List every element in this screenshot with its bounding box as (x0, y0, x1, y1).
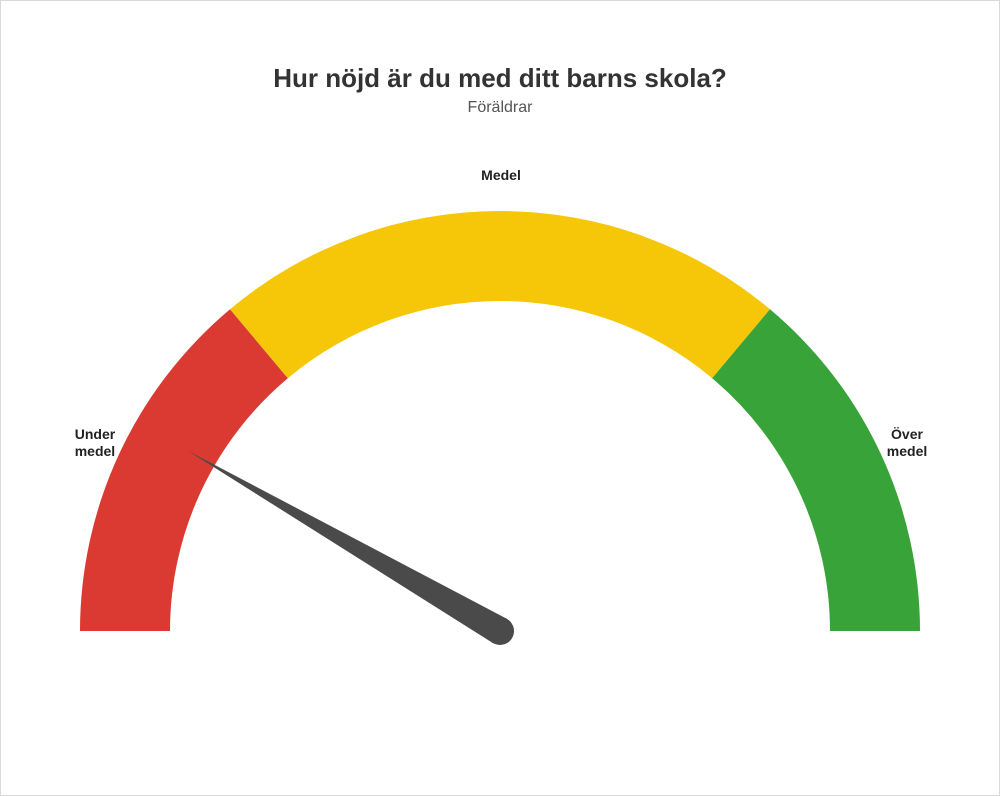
gauge-segment-over-medel (712, 309, 920, 631)
gauge-needle-hub (486, 617, 514, 645)
gauge-segment-under-medel (80, 309, 288, 631)
gauge-segment-medel (230, 211, 770, 378)
gauge-chart (50, 181, 950, 666)
chart-title: Hur nöjd är du med ditt barns skola? (1, 63, 999, 94)
chart-frame: Hur nöjd är du med ditt barns skola? För… (0, 0, 1000, 796)
chart-subtitle: Föräldrar (1, 99, 999, 117)
gauge-label-under-medel: Under medel (55, 426, 135, 461)
gauge-needle (188, 451, 507, 643)
gauge-svg (50, 181, 950, 661)
gauge-label-medel: Medel (461, 167, 541, 185)
gauge-label-over-medel: Över medel (867, 426, 947, 461)
